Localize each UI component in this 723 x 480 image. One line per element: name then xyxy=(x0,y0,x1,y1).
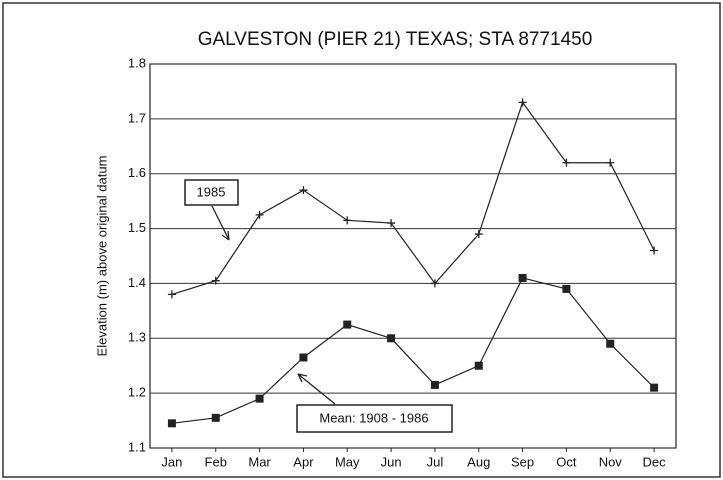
marker xyxy=(387,334,396,343)
marker xyxy=(299,186,308,195)
x-tick-label: Aug xyxy=(467,454,490,469)
x-tick-label: Mar xyxy=(248,454,271,469)
marker xyxy=(518,273,527,282)
marker xyxy=(387,219,396,228)
series-line xyxy=(171,101,655,295)
marker xyxy=(518,98,527,107)
y-tick-label: 1.2 xyxy=(128,385,146,400)
marker xyxy=(255,394,264,403)
x-tick-label: May xyxy=(335,454,360,469)
x-tick-label: Jul xyxy=(427,454,444,469)
y-tick-label: 1.6 xyxy=(128,165,146,180)
marker xyxy=(430,279,439,288)
y-axis-label: Elevation (m) above original datum xyxy=(94,156,109,357)
legend-box xyxy=(296,404,453,433)
arrow xyxy=(297,373,336,405)
plot-area xyxy=(149,63,677,449)
marker xyxy=(650,383,659,392)
x-tick-label: Jun xyxy=(381,454,402,469)
y-tick-label: 1.5 xyxy=(128,220,146,235)
marker xyxy=(650,246,659,255)
marker xyxy=(606,158,615,167)
marker xyxy=(343,320,352,329)
y-tick-label: 1.3 xyxy=(128,330,146,345)
x-tick-label: Jan xyxy=(161,454,182,469)
marker xyxy=(430,380,439,389)
x-tick-label: Oct xyxy=(556,454,577,469)
y-tick-label: 1.1 xyxy=(128,439,146,454)
marker xyxy=(211,413,220,422)
marker xyxy=(474,230,483,239)
x-tick-label: Apr xyxy=(293,454,314,469)
marker xyxy=(343,216,352,225)
x-tick-label: Nov xyxy=(599,454,623,469)
series-line xyxy=(171,277,655,424)
marker xyxy=(474,361,483,370)
y-tick-label: 1.8 xyxy=(128,55,146,70)
marker xyxy=(211,276,220,285)
legend-box xyxy=(184,179,239,206)
chart-title: GALVESTON (PIER 21) TEXAS; STA 8771450 xyxy=(198,29,593,50)
legend-label: 1985 xyxy=(197,184,226,199)
y-tick-label: 1.7 xyxy=(128,110,146,125)
marker xyxy=(167,419,176,428)
marker xyxy=(562,284,571,293)
marker xyxy=(299,353,308,362)
legend-label: Mean: 1908 - 1986 xyxy=(319,410,428,425)
x-tick-label: Dec xyxy=(643,454,667,469)
marker xyxy=(167,290,176,299)
marker xyxy=(255,210,264,219)
marker xyxy=(562,158,571,167)
x-tick-label: Feb xyxy=(205,454,227,469)
arrow xyxy=(211,205,230,241)
x-tick-label: Sep xyxy=(511,454,534,469)
marker xyxy=(606,339,615,348)
y-tick-label: 1.4 xyxy=(128,275,146,290)
